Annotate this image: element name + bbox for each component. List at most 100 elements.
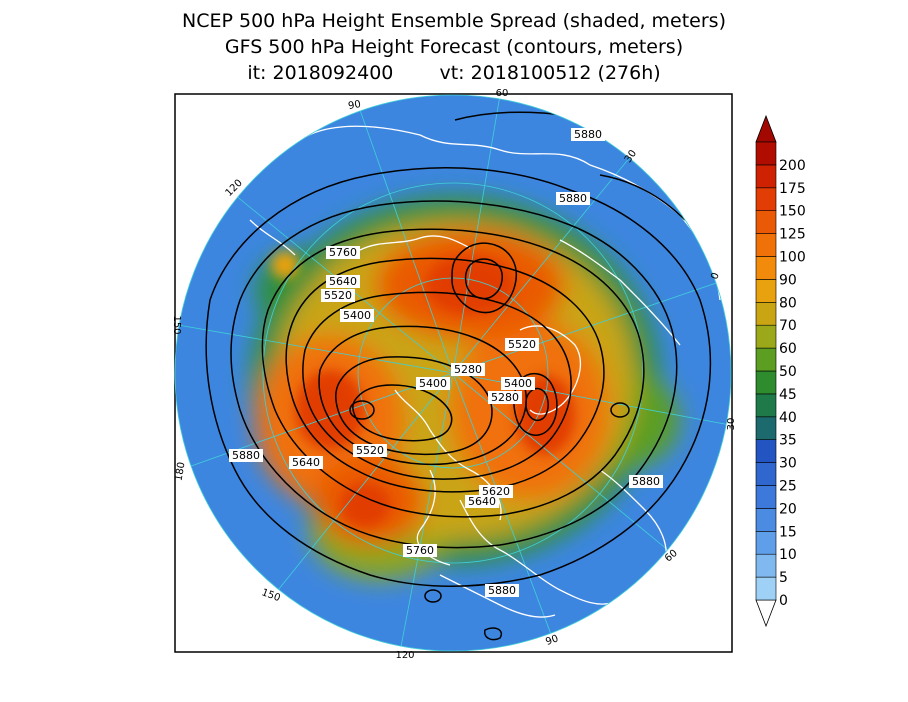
colorbar-swatch — [755, 370, 777, 395]
spread-red-south — [340, 483, 390, 527]
contour-label-bg — [326, 246, 360, 259]
colorbar-swatch — [755, 256, 777, 280]
contour-label: 5880 — [232, 449, 260, 462]
colorbar-over-arrow — [755, 114, 777, 143]
colorbar-swatch — [755, 508, 777, 532]
colorbar-swatch — [755, 233, 777, 257]
contour-label-bg — [451, 363, 485, 376]
colorbar: 0 5 10 15 20 25 30 35 40 45 50 60 70 80 90 100 125 150 175… — [755, 114, 806, 628]
title-line-3: it: 2018092400 vt: 2018100512 (276h) — [0, 62, 908, 84]
contour-label-bg — [416, 377, 450, 390]
contour-label: 5880 — [632, 475, 660, 488]
colorbar-tick-label: 175 — [779, 181, 806, 197]
contour-label: 5520 — [508, 338, 536, 351]
title-line-1: NCEP 500 hPa Height Ensemble Spread (sha… — [182, 10, 726, 32]
contour-label-bg — [326, 275, 360, 288]
colorbar-swatch — [755, 553, 777, 578]
spread-red-west — [295, 370, 365, 450]
longitude-label: 0 — [709, 271, 722, 281]
colorbar-swatch — [755, 462, 777, 486]
contour-label-bg — [403, 544, 437, 557]
colorbar-swatch — [755, 576, 777, 601]
colorbar-swatch — [755, 530, 777, 555]
contour-label-bg — [505, 338, 539, 351]
contour-label: 5280 — [454, 363, 482, 376]
colorbar-swatch — [755, 210, 777, 234]
colorbar-tick-label: 90 — [779, 272, 797, 288]
colorbar-swatch — [755, 324, 777, 349]
longitude-label: 30 — [726, 418, 737, 431]
colorbar-swatch — [755, 279, 777, 303]
init-time-label: it: 2018092400 — [247, 62, 394, 84]
contour-label: 5520 — [324, 289, 352, 302]
colorbar-swatch — [755, 141, 777, 166]
colorbar-swatch — [755, 164, 777, 189]
contour-label: 5760 — [406, 544, 434, 557]
longitude-label: 90 — [544, 633, 560, 648]
colorbar-tick-label: 25 — [779, 479, 797, 495]
contour-label-bg — [340, 309, 374, 322]
colorbar-tick-label: 100 — [779, 250, 806, 266]
colorbar-tick-label: 50 — [779, 364, 797, 380]
contour-label: 5880 — [559, 192, 587, 205]
title-line-2: GFS 500 hPa Height Forecast (contours, m… — [224, 36, 684, 58]
colorbar-tick-label: 60 — [779, 341, 797, 357]
contour-label-bg — [465, 495, 499, 508]
colorbar-swatch — [755, 187, 777, 212]
longitude-label: 180 — [173, 461, 187, 482]
contour-label: 5400 — [419, 377, 447, 390]
colorbar-swatch — [755, 439, 777, 463]
contour-label-bg — [485, 584, 519, 597]
longitude-label: 90 — [347, 99, 361, 112]
colorbar-swatch — [755, 416, 777, 440]
contour-label-bg — [629, 475, 663, 488]
contour-label: 5640 — [329, 275, 357, 288]
colorbar-tick-label: 150 — [779, 204, 806, 220]
colorbar-tick-label: 35 — [779, 433, 797, 449]
contour-label: 5880 — [488, 584, 516, 597]
colorbar-tick-label: 80 — [779, 295, 797, 311]
longitude-label: 60 — [496, 88, 509, 99]
longitude-label: 150 — [171, 315, 182, 334]
colorbar-tick-label: 45 — [779, 387, 797, 403]
colorbar-tick-label: 70 — [779, 318, 797, 334]
contour-label-bg — [479, 485, 513, 498]
colorbar-tick-label: 30 — [779, 456, 797, 472]
contour-label: 5400 — [504, 377, 532, 390]
colorbar-tick-label: 15 — [779, 524, 797, 540]
colorbar-swatch — [755, 393, 777, 418]
contour-label: 5640 — [292, 456, 320, 469]
colorbar-tick-label: 20 — [779, 501, 797, 517]
colorbar-under-arrow — [755, 599, 777, 628]
contour-label: 5520 — [356, 444, 384, 457]
contour-label: 5880 — [574, 128, 602, 141]
map-disc-edge — [174, 94, 732, 652]
colorbar-swatch — [755, 301, 777, 326]
colorbar-swatch — [755, 485, 777, 509]
contour-label: 5620 — [482, 485, 510, 498]
colorbar-tick-label: 125 — [779, 227, 806, 243]
spread-red-north — [425, 255, 515, 315]
contour-label-bg — [229, 449, 263, 462]
contour-label-bg — [353, 444, 387, 457]
contour-label: 5280 — [491, 391, 519, 404]
graticule — [177, 95, 731, 651]
colorbar-tick-label: 0 — [779, 593, 788, 609]
contour-label-bg — [556, 192, 590, 205]
contour-label-bg — [571, 128, 605, 141]
valid-time-label: vt: 2018100512 (276h) — [439, 62, 661, 84]
colorbar-tick-label: 10 — [779, 547, 797, 563]
contour-label: 5760 — [329, 246, 357, 259]
contour-label: 5640 — [468, 495, 496, 508]
contour-label-bg — [488, 391, 522, 404]
colorbar-swatch — [755, 347, 777, 372]
colorbar-tick-label: 40 — [779, 410, 797, 426]
contour-label: 5400 — [343, 309, 371, 322]
colorbar-tick-label: 5 — [779, 570, 788, 586]
contour-label-bg — [501, 377, 535, 390]
longitude-label: 120 — [395, 650, 414, 661]
contour-label-bg — [321, 289, 355, 302]
colorbar-tick-label: 200 — [779, 158, 806, 174]
